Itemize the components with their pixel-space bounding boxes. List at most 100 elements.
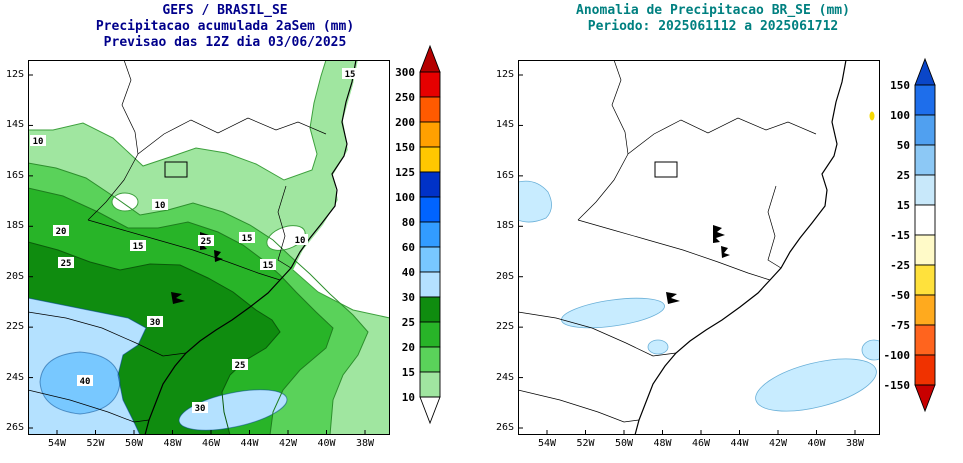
- colorbar-segment: [419, 321, 441, 348]
- colorbar-label: 25: [897, 169, 910, 182]
- colorbar-segment: [914, 264, 936, 296]
- colorbar-label: 80: [402, 216, 415, 229]
- y-axis-label: 22S: [5, 321, 24, 333]
- colorbar-label: 30: [402, 291, 415, 304]
- left-colorbar: 300 250 200 150 125 100 80 60 40 30 25 20 15 10: [395, 44, 441, 425]
- x-axis-label: 46W: [201, 438, 221, 449]
- x-axis-label: 50W: [614, 438, 634, 449]
- colorbar-segment: [914, 114, 936, 146]
- map-frame: [28, 60, 390, 435]
- left-x-axis: 54W 52W 50W 48W 46W 44W 42W 40W 38W: [28, 438, 390, 452]
- x-axis-label: 38W: [845, 438, 865, 449]
- left-precip-map: 10 10 20 25 15 25 15 10 15 15 30 30 25 40: [28, 60, 390, 435]
- x-axis-label: 50W: [124, 438, 144, 449]
- colorbar-label: 300: [395, 66, 415, 79]
- right-title-block: Anomalia de Precipitacao BR_SE (mm) Peri…: [523, 3, 903, 35]
- colorbar-label: 25: [402, 316, 415, 329]
- contour-label: 25: [61, 259, 72, 269]
- contour-label-box: [342, 68, 358, 79]
- lake-shapes: [666, 225, 730, 304]
- colorbar-label: 100: [890, 109, 910, 122]
- contour-label: 30: [195, 404, 206, 414]
- colorbar-label: -150: [884, 379, 911, 392]
- colorbar-label: 250: [395, 91, 415, 104]
- colorbar-label: 200: [395, 116, 415, 129]
- contour-label: 15: [345, 70, 356, 80]
- colorbar-segment: [419, 296, 441, 323]
- y-axis-label: 16S: [5, 169, 24, 181]
- df-box: [654, 161, 678, 178]
- y-axis-label: 12S: [495, 69, 514, 80]
- colorbar-segment: [419, 346, 441, 373]
- colorbar-segment: [419, 246, 441, 273]
- colorbar-segment: [419, 96, 441, 123]
- x-axis-label: 40W: [807, 438, 826, 449]
- contour-label: 10: [295, 236, 306, 246]
- colorbar-bottom-arrow: [419, 396, 441, 425]
- x-axis-label: 52W: [86, 438, 105, 449]
- x-axis-label: 48W: [653, 438, 672, 449]
- contour-label-box: [192, 402, 208, 413]
- colorbar-label: -75: [890, 319, 910, 332]
- contour-label: 15: [242, 234, 253, 244]
- state-boundaries: [28, 60, 327, 423]
- left-title-line3: Previsao das 12Z dia 03/06/2025: [103, 35, 347, 50]
- y-axis-label: 26S: [495, 422, 514, 433]
- df-box: [164, 161, 188, 178]
- right-y-axis: 12S 14S 16S 18S 20S 22S 24S 26S: [492, 60, 516, 435]
- colorbar-label: 150: [395, 141, 415, 154]
- y-axis-label: 20S: [495, 270, 514, 282]
- colorbar-segment: [419, 146, 441, 173]
- right-x-axis: 54W 52W 50W 48W 46W 44W 42W 40W 38W: [518, 438, 880, 452]
- offshore-precip-patch: [178, 389, 288, 431]
- colorbar-label: 40: [402, 266, 415, 279]
- y-axis-label: 24S: [5, 371, 24, 383]
- colorbar-segment: [419, 171, 441, 198]
- y-axis-label: 12S: [5, 69, 24, 80]
- colorbar-label: 15: [897, 199, 910, 212]
- x-axis-label: 46W: [691, 438, 711, 449]
- left-title-line2: Precipitacao acumulada 2aSem (mm): [95, 19, 355, 34]
- colorbar-label: 50: [897, 139, 910, 152]
- anomaly-speck-negative: [869, 111, 875, 121]
- contour-label-box: [77, 375, 93, 386]
- colorbar-segment: [914, 84, 936, 116]
- right-anomaly-map: [518, 60, 880, 435]
- y-axis-label: 18S: [5, 220, 24, 232]
- map-frame: [518, 60, 880, 435]
- contour-label: 25: [201, 237, 212, 247]
- right-colorbar: 150 100 50 25 15 -15 -25 -50 -75 -100 -150: [884, 57, 936, 413]
- contour-label: 30: [150, 318, 161, 328]
- colorbar-segment: [914, 324, 936, 356]
- contour-label: 10: [33, 137, 44, 147]
- colorbar-segment: [419, 371, 441, 398]
- colorbar-label: 125: [395, 166, 415, 179]
- contour-label-box: [239, 232, 255, 243]
- contour-label-box: [292, 234, 308, 245]
- colorbar-segment: [419, 271, 441, 298]
- contour-label-box: [147, 316, 163, 327]
- contour-labels: 10 10 20 25 15 25 15 10 15 15 30 30 25 40: [30, 68, 358, 414]
- y-axis-label: 14S: [495, 119, 514, 131]
- colorbar-segment: [914, 174, 936, 206]
- contour-label-box: [30, 135, 46, 146]
- y-axis-label: 20S: [5, 270, 24, 282]
- colorbar-top-arrow: [419, 44, 441, 73]
- colorbar-segment: [914, 294, 936, 326]
- colorbar-segment: [419, 221, 441, 248]
- x-axis-label: 40W: [317, 438, 336, 449]
- contour-label: 40: [80, 377, 91, 387]
- contour-label-box: [260, 259, 276, 270]
- x-axis-label: 44W: [730, 438, 749, 449]
- state-boundaries: [518, 60, 817, 423]
- contour-label: 25: [235, 361, 246, 371]
- left-y-axis: 12S 14S 16S 18S 20S 22S 24S 26S: [2, 60, 26, 435]
- colorbar-segment: [914, 204, 936, 236]
- contour-label: 10: [155, 201, 166, 211]
- contour-label: 15: [133, 242, 144, 252]
- y-axis-label: 16S: [495, 169, 514, 181]
- colorbar-segment: [419, 71, 441, 98]
- right-title-line2: Periodo: 2025061112 a 2025061712: [587, 19, 839, 34]
- contour-label-box: [130, 240, 146, 251]
- colorbar-segment: [419, 196, 441, 223]
